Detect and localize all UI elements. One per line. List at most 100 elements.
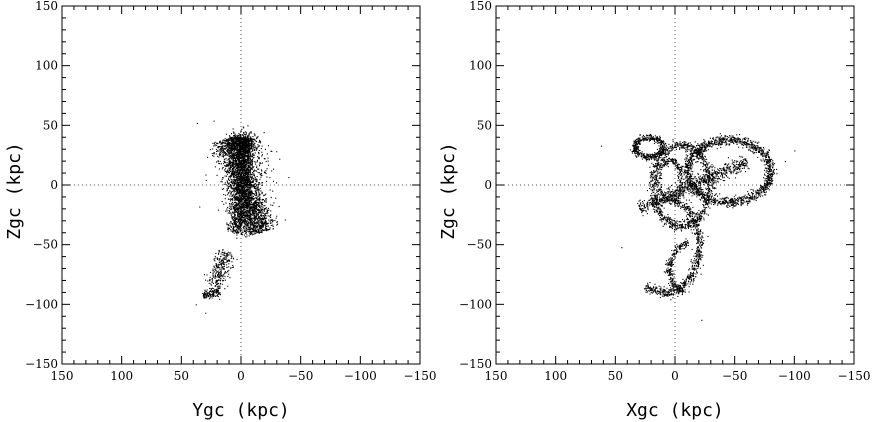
scatter-point [261,226,263,228]
scatter-point [226,185,228,187]
scatter-point [233,157,235,159]
scatter-point [270,224,272,226]
scatter-point [242,227,244,229]
scatter-point [246,163,248,165]
scatter-point [228,157,230,159]
scatter-point [231,155,233,157]
scatter-point [239,198,241,200]
scatter-point [243,144,245,146]
scatter-point [243,185,245,187]
scatter-point [234,166,236,168]
scatter-point [228,154,230,156]
scatter-point [237,148,239,150]
scatter-point [243,192,245,194]
scatter-point [257,188,259,190]
scatter-point [242,191,244,193]
scatter-point [237,167,239,169]
scatter-point [236,144,238,146]
scatter-point [195,304,197,306]
scatter-point [214,271,216,273]
scatter-point [234,160,236,162]
scatter-point [213,291,215,293]
scatter-point [221,168,223,170]
scatter-point [222,261,224,263]
scatter-point [240,195,242,197]
scatter-point [233,180,235,182]
scatter-point [258,226,260,228]
scatter-point [249,219,251,221]
scatter-point [217,209,219,211]
scatter-point [230,209,232,211]
scatter-point [214,255,216,257]
scatter-point [261,224,263,226]
scatter-point [240,181,242,183]
scatter-point [240,209,242,211]
scatter-point [229,260,231,262]
scatter-point [229,147,231,149]
scatter-point [243,160,245,162]
scatter-point [229,144,231,146]
scatter-point [258,145,260,147]
scatter-point [240,208,242,210]
scatter-point [259,219,261,221]
scatter-point [250,132,252,134]
scatter-point [238,177,240,179]
scatter-point [233,220,235,222]
scatter-point [244,177,246,179]
scatter-point [241,219,243,221]
scatter-point [260,176,262,178]
scatter-point [243,205,245,207]
scatter-point [251,218,253,220]
scatter-point [270,214,272,216]
scatter-point [253,155,255,157]
scatter-point [235,193,237,195]
scatter-point [235,134,237,136]
scatter-point [243,220,245,222]
scatter-point [229,155,231,157]
scatter-point [249,211,251,213]
scatter-point [223,162,225,164]
scatter-point [277,223,279,225]
scatter-point [229,186,231,188]
scatter-point [250,206,252,208]
scatter-point [240,203,242,205]
scatter-point [235,219,237,221]
scatter-point [242,190,244,192]
scatter-point [234,196,236,198]
scatter-point [240,228,242,230]
scatter-point [247,225,249,227]
scatter-point [229,212,231,214]
scatter-point [247,204,249,206]
scatter-point [247,147,249,149]
scatter-point [258,200,260,202]
scatter-point [218,168,220,170]
scatter-point [262,202,264,204]
scatter-point [223,156,225,158]
scatter-point [241,167,243,169]
scatter-point [226,223,228,225]
scatter-point [247,197,249,199]
scatter-point [246,190,248,192]
scatter-point [242,204,244,206]
scatter-point [265,223,267,225]
scatter-point [233,229,235,231]
scatter-point [239,172,241,174]
scatter-point [255,192,257,194]
scatter-point [249,234,251,236]
scatter-point [246,198,248,200]
scatter-point [229,171,231,173]
scatter-point [227,255,229,257]
scatter-point [256,208,258,210]
scatter-point [230,181,232,183]
scatter-point [250,174,252,176]
scatter-point [243,203,245,205]
scatter-point [217,286,219,288]
scatter-point [243,227,245,229]
scatter-point [216,292,218,294]
scatter-point [256,197,258,199]
scatter-point [260,218,262,220]
scatter-point [226,151,228,153]
scatter-point [261,214,263,216]
scatter-point [246,201,248,203]
scatter-point [230,156,232,158]
